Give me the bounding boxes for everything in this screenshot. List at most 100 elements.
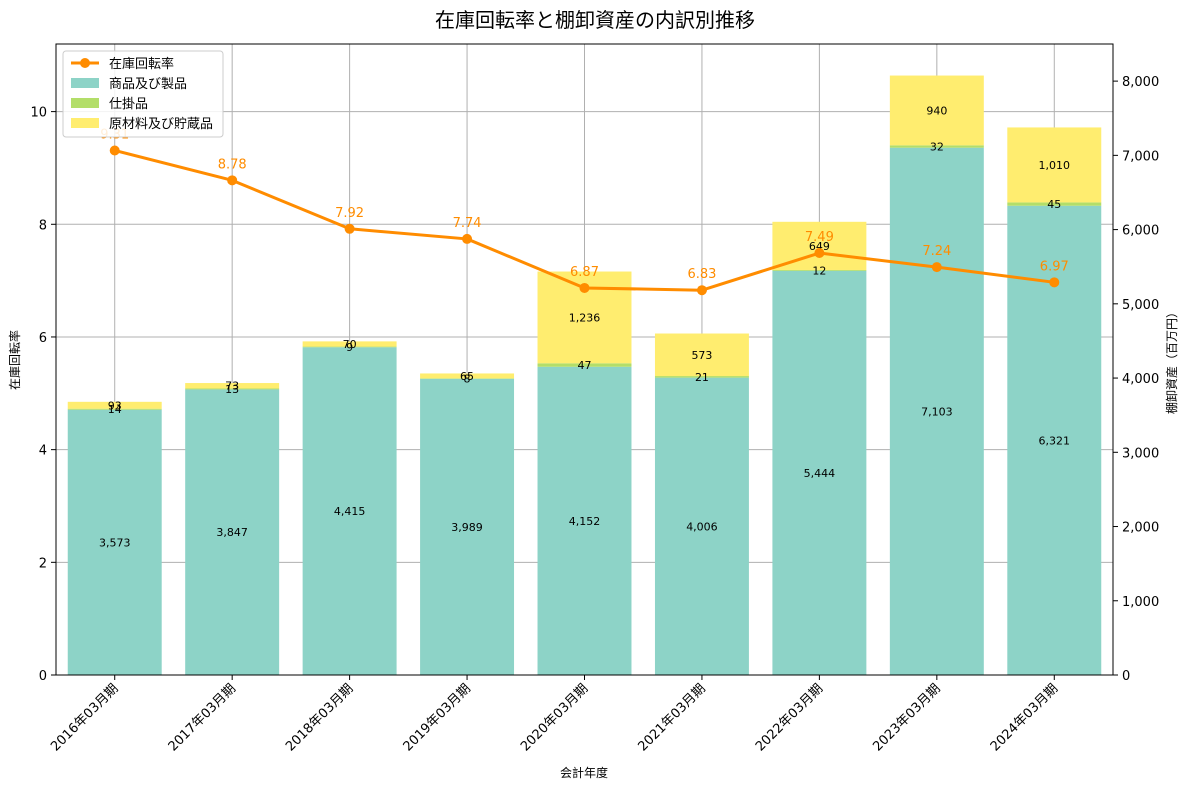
turnover-point [931,262,942,273]
y-tick-label-left: 2 [39,556,47,571]
y-tick-label-left: 6 [39,331,47,346]
bar-segment [889,147,984,675]
y-tick-label-right: 3,000 [1122,446,1159,461]
bars [67,75,1102,675]
turnover-point [462,233,473,244]
legend-box [62,50,224,138]
y-tick-label-right: 5,000 [1122,298,1159,313]
bar-segment [185,389,280,675]
x-tick-label: 2022年03月期 [753,681,826,754]
turnover-point [579,282,590,293]
bar-value-label: 8 [464,373,471,386]
bar-value-label: 9 [346,341,353,354]
bar-value-label: 45 [1047,198,1061,211]
y-tick-label-left: 0 [39,669,47,684]
legend-color-swatch [71,118,99,128]
y-tick-label-right: 8,000 [1122,75,1159,90]
y-tick-label-right: 1,000 [1122,595,1159,610]
bar-value-label: 3,847 [216,526,248,539]
bar-value-label: 12 [812,264,826,277]
turnover-value-label: 7.74 [453,216,482,231]
bar-segment [67,401,162,409]
bar-segment [1007,127,1102,203]
bar-segment [537,366,632,675]
y-tick-label-right: 2,000 [1122,521,1159,536]
bar-value-label: 13 [225,383,239,396]
bar-segment [420,378,515,675]
turnover-point [814,248,825,259]
bar-value-label: 4,415 [334,505,366,518]
x-tick-label: 2020年03月期 [518,681,591,754]
turnover-point [344,223,355,234]
bar-value-label: 47 [578,359,592,372]
turnover-point [227,175,238,186]
y-tick-label-left: 8 [39,218,47,233]
bar-segment [772,269,867,271]
bar-segment [889,145,984,148]
bar-segment [420,373,515,379]
bar-segment [67,408,162,410]
bar-value-label: 649 [809,240,830,253]
turnover-point [1049,277,1060,288]
y-tick-label-left: 4 [39,444,47,459]
y-tick-label-right: 0 [1122,669,1130,684]
bar-value-label: 3,573 [99,536,131,549]
y-axis-label-right: 棚卸資産（百万円） [1164,306,1179,414]
x-tick-label: 2024年03月期 [988,681,1061,754]
x-tick-label: 2019年03月期 [401,681,474,754]
x-tick-label: 2021年03月期 [635,681,708,754]
y-tick-label-right: 7,000 [1122,149,1159,164]
turnover-line: 9.318.787.927.746.876.837.497.246.97 [100,127,1069,296]
bar-value-label: 5,444 [804,467,836,480]
bar-value-label: 70 [343,338,357,351]
turnover-value-label: 7.92 [335,206,364,221]
bar-segment [654,377,749,675]
bar-value-label: 21 [695,371,709,384]
x-tick-label: 2023年03月期 [870,681,943,754]
turnover-value-label: 6.97 [1040,259,1069,274]
legend-label: 商品及び製品 [109,77,187,92]
legend-label: 仕掛品 [109,97,148,112]
turnover-value-label: 7.24 [922,244,951,259]
turnover-point [109,145,120,156]
bar-value-label: 573 [691,349,712,362]
bar-value-label: 14 [108,403,122,416]
bar-segment [302,341,397,347]
bar-value-label: 32 [930,141,944,154]
bar-segment [185,383,280,389]
bar-value-label: 3,989 [451,521,483,534]
legend-color-swatch [71,98,99,108]
bar-segment [654,333,749,377]
bar-value-label: 7,103 [921,405,953,418]
bar-segment [67,409,162,675]
legend-marker [80,58,90,68]
legend-label: 在庫回転率 [109,56,174,72]
y-tick-label-right: 6,000 [1122,224,1159,239]
turnover-value-label: 6.83 [687,267,716,282]
x-tick-label: 2016年03月期 [48,681,121,754]
x-tick-label: 2017年03月期 [166,681,239,754]
bar-value-label: 6,321 [1039,434,1071,447]
bar-segment [889,75,984,146]
y-axis-label-left: 在庫回転率 [7,330,22,390]
turnover-value-label: 8.78 [218,157,247,172]
legend-label: 原材料及び貯蔵品 [109,117,213,132]
turnover-value-label: 6.87 [570,265,599,280]
bar-segment [420,378,515,379]
chart-title: 在庫回転率と棚卸資産の内訳別推移 [435,8,755,32]
legend-color-swatch [71,78,99,88]
bar-segment [302,346,397,348]
y-tick-label-left: 10 [30,106,47,121]
bar-value-label: 65 [460,370,474,383]
bar-value-label: 1,236 [569,311,601,324]
bar-value-label: 940 [926,104,947,117]
turnover-value-label: 7.49 [805,230,834,245]
bar-value-label: 1,010 [1039,159,1071,172]
bar-segment [185,388,280,390]
bar-value-label: 93 [108,399,122,412]
x-axis-label: 会計年度 [560,765,608,780]
y-tick-label-right: 4,000 [1122,372,1159,387]
